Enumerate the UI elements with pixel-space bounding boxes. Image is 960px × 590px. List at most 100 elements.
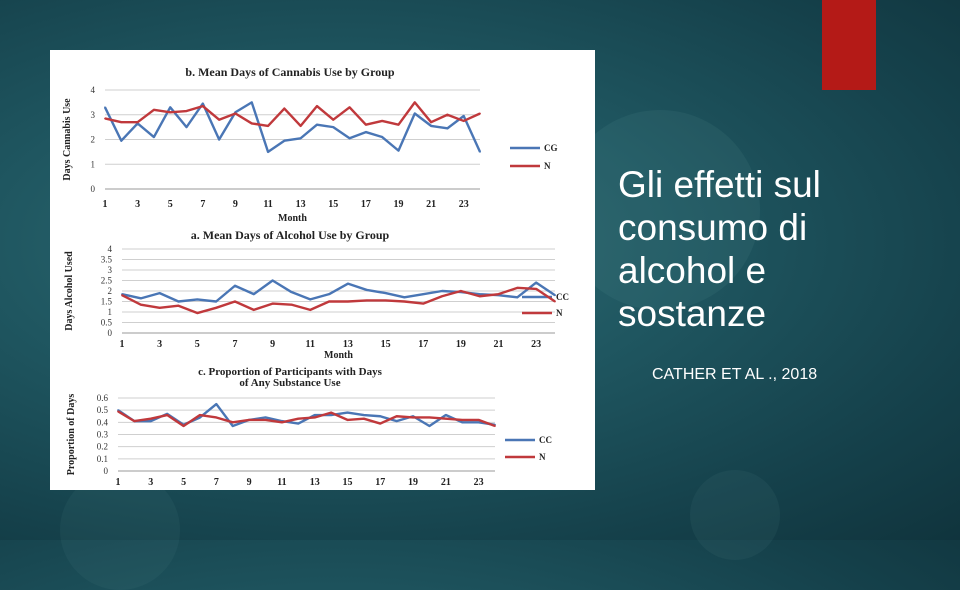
data-point [365, 289, 368, 291]
x-tick-label: 3 [157, 339, 162, 350]
data-point [139, 303, 142, 306]
data-point [446, 113, 449, 116]
data-point [252, 309, 255, 311]
data-point [422, 302, 425, 305]
y-tick-label: 3 [108, 265, 113, 275]
x-tick-label: 23 [459, 199, 469, 210]
y-tick-label: 1.5 [101, 297, 113, 307]
data-point [185, 110, 188, 112]
data-point [234, 300, 236, 303]
legend-label: N [556, 308, 563, 318]
data-point [299, 124, 302, 127]
series-line [117, 410, 496, 428]
data-point [120, 121, 123, 124]
y-tick-label: 0.3 [97, 430, 109, 440]
data-point [182, 425, 185, 427]
data-point [479, 150, 481, 153]
x-tick-label: 3 [148, 477, 153, 488]
data-point [316, 105, 318, 107]
data-point [215, 416, 218, 419]
data-point [133, 420, 136, 423]
title-line: Gli effetti sul [618, 164, 821, 205]
chart-title: b. Mean Days of Cannabis Use by Group [185, 65, 394, 79]
data-point [428, 416, 431, 419]
y-tick-label: 0.6 [97, 393, 109, 403]
x-tick-label: 7 [200, 199, 205, 210]
data-point [309, 298, 312, 301]
data-point [494, 425, 496, 427]
data-point [166, 414, 169, 416]
x-tick-label: 19 [408, 477, 418, 488]
x-axis-label: Month [278, 213, 307, 224]
y-tick-label: 2 [108, 286, 113, 296]
chart-title: of Any Substance Use [239, 377, 340, 389]
x-axis-label: Month [324, 350, 353, 361]
data-point [218, 118, 221, 121]
data-point [348, 106, 351, 109]
data-point [554, 294, 556, 297]
data-point [309, 309, 312, 311]
x-tick-label: 15 [381, 339, 391, 350]
y-tick-label: 0 [108, 328, 113, 338]
y-tick-label: 2 [91, 135, 96, 145]
data-point [379, 422, 382, 425]
data-point [169, 106, 172, 109]
title-line: sostanze [618, 293, 767, 334]
x-tick-label: 13 [343, 339, 353, 350]
y-axis-label: Proportion of Days [66, 394, 77, 476]
x-tick-label: 17 [375, 477, 385, 488]
data-point [215, 300, 218, 303]
data-point [271, 302, 274, 305]
data-point [347, 300, 349, 303]
data-point [516, 296, 519, 299]
x-tick-label: 13 [296, 199, 306, 210]
data-point [297, 417, 300, 420]
x-tick-label: 23 [531, 339, 541, 350]
data-point [430, 121, 432, 124]
data-point [412, 416, 414, 419]
data-point [330, 411, 332, 414]
data-point [364, 131, 367, 133]
data-point [177, 304, 180, 307]
data-point [430, 124, 432, 127]
data-point [441, 295, 443, 298]
data-point [149, 420, 152, 423]
data-point [364, 123, 367, 126]
x-tick-label: 9 [270, 339, 275, 350]
x-tick-label: 1 [120, 339, 125, 350]
data-point [231, 421, 234, 424]
data-point [283, 107, 286, 110]
data-point [139, 297, 142, 300]
data-point [185, 126, 188, 129]
y-tick-label: 3.5 [101, 255, 113, 265]
y-tick-label: 0.5 [101, 318, 113, 328]
data-point [346, 419, 349, 421]
x-tick-label: 11 [263, 199, 272, 210]
data-point [479, 112, 481, 115]
data-point [381, 136, 384, 138]
x-tick-label: 7 [232, 339, 237, 350]
data-point [384, 292, 387, 294]
x-tick-label: 17 [418, 339, 428, 350]
data-point [264, 416, 267, 419]
x-tick-label: 7 [214, 477, 219, 488]
accent-bar [822, 0, 876, 90]
data-point [403, 296, 406, 299]
y-tick-label: 1 [108, 307, 113, 317]
data-point [267, 124, 269, 127]
slide-title: Gli effetti sul consumo di alcohol e sos… [618, 163, 938, 335]
x-tick-label: 19 [456, 339, 466, 350]
data-point [362, 417, 365, 420]
data-point [234, 284, 236, 287]
data-point [328, 300, 330, 303]
legend-label: CG [544, 143, 558, 153]
data-point [516, 286, 519, 289]
x-tick-label: 19 [393, 199, 403, 210]
x-tick-label: 1 [103, 199, 108, 210]
data-point [136, 121, 139, 124]
legend-label: CC [556, 292, 569, 302]
data-point [332, 118, 335, 121]
data-point [554, 300, 556, 303]
data-point [104, 117, 106, 120]
data-point [379, 415, 382, 418]
